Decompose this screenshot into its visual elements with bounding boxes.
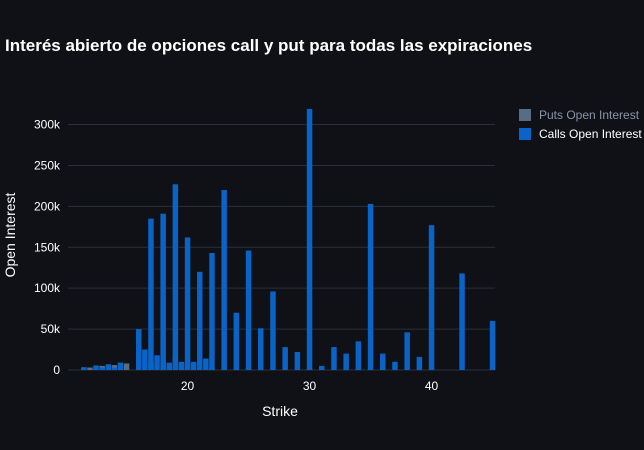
call-bar (294, 352, 301, 370)
call-bar (221, 190, 227, 370)
legend-item-puts[interactable]: Puts Open Interest (519, 108, 640, 122)
call-bar (343, 353, 349, 370)
call-bar (184, 237, 191, 370)
x-tick-label: 30 (303, 379, 317, 393)
y-tick-labels: 0 50k 100k 150k 200k 250k 300k (34, 118, 61, 377)
call-bar (282, 347, 288, 370)
put-bar (87, 367, 93, 370)
call-bar (142, 349, 148, 370)
call-bar (117, 362, 124, 370)
y-tick-label: 50k (41, 322, 61, 336)
call-bar (99, 367, 105, 370)
call-bar (306, 109, 313, 370)
call-bar (154, 355, 160, 370)
call-bar (172, 184, 179, 370)
y-tick-label: 200k (34, 199, 61, 213)
call-bar (258, 328, 264, 370)
call-bar (166, 362, 173, 370)
call-bar (81, 367, 87, 370)
call-bar (203, 358, 209, 370)
call-bar (428, 225, 435, 370)
legend-label: Puts Open Interest (539, 108, 640, 122)
y-tick-label: 300k (34, 118, 61, 132)
call-bar (380, 353, 386, 370)
call-bar (331, 347, 337, 370)
call-bar (105, 364, 112, 370)
y-tick-label: 100k (34, 281, 61, 295)
call-bar (404, 332, 410, 370)
call-bar (148, 218, 154, 370)
calls-bars (81, 109, 496, 370)
call-bar (270, 291, 276, 370)
call-bar (416, 356, 423, 370)
x-tick-label: 40 (425, 379, 439, 393)
legend-item-calls[interactable]: Calls Open Interest (519, 127, 642, 141)
call-bar (233, 312, 240, 370)
x-axis-title: Strike (262, 403, 298, 419)
call-bar (111, 367, 118, 370)
put-bar (123, 363, 130, 370)
call-bar (197, 271, 203, 370)
y-tick-label: 150k (34, 240, 61, 254)
call-bar (319, 365, 325, 370)
legend-swatch (519, 109, 531, 121)
call-bar (93, 365, 99, 370)
x-tick-label: 20 (181, 379, 195, 393)
call-bar (392, 361, 398, 370)
legend-label: Calls Open Interest (539, 127, 642, 141)
y-tick-label: 250k (34, 158, 61, 172)
legend[interactable]: Puts Open Interest Calls Open Interest (519, 108, 642, 141)
call-bar (367, 203, 374, 370)
call-bar (245, 250, 252, 370)
call-bar (190, 361, 197, 370)
call-bar (355, 341, 362, 370)
chart-title: Interés abierto de opciones call y put p… (5, 36, 532, 55)
call-bar (209, 253, 215, 370)
call-bar (489, 320, 496, 370)
call-bar (136, 329, 142, 370)
call-bar (459, 273, 465, 370)
call-bar (178, 361, 185, 370)
x-tick-labels: 20 30 40 (181, 379, 439, 393)
call-bar (160, 213, 166, 370)
y-axis-title: Open Interest (2, 192, 18, 277)
y-tick-label: 0 (53, 363, 60, 377)
legend-swatch (519, 128, 531, 140)
